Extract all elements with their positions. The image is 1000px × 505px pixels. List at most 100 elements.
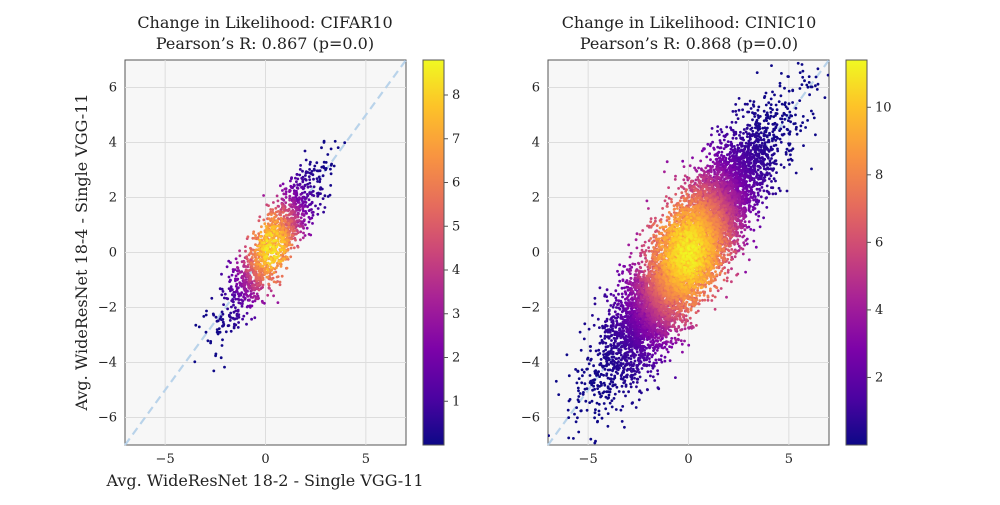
data-point xyxy=(294,177,297,180)
data-point xyxy=(269,239,272,242)
data-point xyxy=(629,272,632,275)
data-point xyxy=(645,304,648,307)
data-point xyxy=(687,344,690,347)
data-point xyxy=(631,263,634,266)
data-point xyxy=(762,216,765,219)
data-point xyxy=(790,115,793,118)
data-point xyxy=(624,395,627,398)
data-point xyxy=(267,265,270,268)
data-point xyxy=(259,281,262,284)
data-point xyxy=(779,82,782,85)
data-point xyxy=(289,243,292,246)
data-point xyxy=(259,235,262,238)
data-point xyxy=(272,245,275,248)
data-point xyxy=(285,214,288,217)
chart-subtitle: Pearson’s R: 0.868 (p=0.0) xyxy=(580,34,798,53)
data-point xyxy=(306,227,309,230)
data-point xyxy=(613,360,616,363)
data-point xyxy=(589,438,592,441)
data-point xyxy=(280,249,283,252)
data-point xyxy=(314,205,317,208)
data-point xyxy=(614,297,617,300)
data-point xyxy=(597,349,600,352)
data-point xyxy=(255,276,258,279)
data-point xyxy=(235,257,238,260)
data-point xyxy=(258,248,261,251)
data-point xyxy=(298,196,301,199)
data-point xyxy=(234,317,237,320)
data-point xyxy=(611,399,614,402)
data-point xyxy=(631,401,634,404)
data-point xyxy=(583,371,586,374)
data-point xyxy=(657,322,660,325)
data-point xyxy=(791,159,794,162)
data-point xyxy=(746,168,749,171)
data-point xyxy=(764,144,767,147)
data-point xyxy=(249,252,252,255)
data-point xyxy=(742,248,745,251)
data-point xyxy=(617,299,620,302)
data-point xyxy=(778,100,781,103)
data-point xyxy=(778,129,781,132)
data-point xyxy=(594,440,597,443)
data-point xyxy=(272,251,275,254)
data-point xyxy=(596,387,599,390)
data-point xyxy=(581,374,584,377)
data-point xyxy=(814,133,817,136)
data-point xyxy=(811,86,814,89)
data-point xyxy=(705,156,708,159)
data-point xyxy=(748,155,751,158)
data-point xyxy=(748,220,751,223)
data-point xyxy=(610,339,613,342)
data-point xyxy=(653,379,656,382)
data-point xyxy=(625,360,628,363)
data-point xyxy=(240,294,243,297)
data-point xyxy=(738,198,741,201)
data-point xyxy=(724,183,727,186)
data-point xyxy=(621,287,624,290)
data-point xyxy=(824,96,827,99)
data-point xyxy=(598,375,601,378)
data-point xyxy=(759,160,762,163)
data-point xyxy=(236,278,239,281)
data-point xyxy=(623,329,626,332)
data-point xyxy=(305,159,308,162)
data-point xyxy=(246,269,249,272)
data-point xyxy=(308,209,311,212)
data-point xyxy=(653,365,656,368)
data-point xyxy=(287,226,290,229)
data-point xyxy=(641,367,644,370)
data-point xyxy=(274,250,277,253)
data-point xyxy=(258,272,261,275)
data-point xyxy=(282,183,285,186)
data-point xyxy=(586,387,589,390)
data-point xyxy=(744,161,747,164)
data-point xyxy=(308,178,311,181)
data-point xyxy=(202,315,205,318)
data-point xyxy=(716,154,719,157)
data-point xyxy=(609,383,612,386)
data-point xyxy=(284,201,287,204)
data-point xyxy=(652,375,655,378)
data-point xyxy=(738,134,741,137)
data-point xyxy=(329,184,332,187)
data-point xyxy=(258,239,261,242)
data-point xyxy=(815,76,818,79)
data-point xyxy=(808,75,811,78)
data-point xyxy=(269,273,272,276)
data-point xyxy=(641,312,644,315)
data-point xyxy=(720,128,723,131)
data-point xyxy=(247,263,250,266)
data-point xyxy=(746,135,749,138)
data-point xyxy=(603,402,606,405)
data-point xyxy=(739,209,742,212)
data-point xyxy=(610,377,613,380)
data-point xyxy=(706,143,709,146)
data-point xyxy=(294,239,297,242)
data-point xyxy=(605,295,608,298)
data-point xyxy=(250,250,253,253)
data-point xyxy=(301,225,304,228)
data-point xyxy=(626,374,629,377)
data-point xyxy=(716,125,719,128)
data-point xyxy=(746,124,749,127)
